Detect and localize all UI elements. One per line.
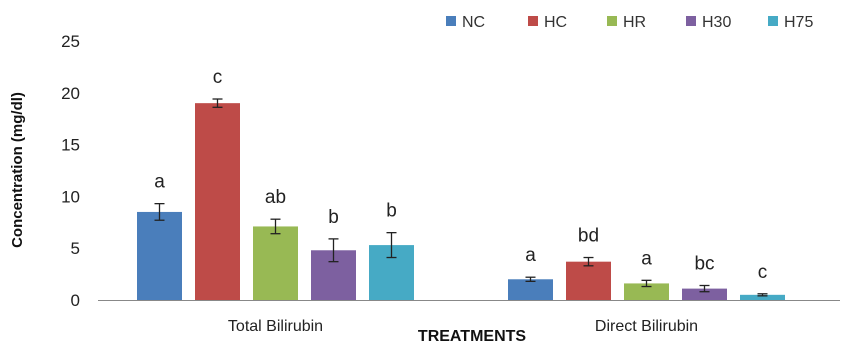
- x-axis-label: TREATMENTS: [418, 328, 526, 345]
- significance-label: a: [525, 245, 536, 266]
- legend-item-h75: H75: [768, 14, 813, 31]
- significance-label: bc: [694, 253, 714, 274]
- bar-h30-direct: [682, 288, 727, 300]
- significance-label: c: [213, 67, 223, 88]
- error-bar: [757, 293, 768, 297]
- bar-hc-direct: [566, 261, 611, 300]
- y-tick-label: 15: [61, 136, 80, 155]
- bar-hc-total: [195, 103, 240, 300]
- legend-label: HC: [544, 14, 567, 31]
- legend-item-nc: NC: [446, 14, 485, 31]
- bars: a c ab b b a bd a bc c: [137, 67, 785, 300]
- significance-label: c: [758, 262, 768, 283]
- bar-h75-direct: [740, 294, 785, 300]
- error-bar: [212, 98, 223, 108]
- error-bar: [641, 279, 652, 288]
- y-tick-label: 0: [71, 291, 80, 310]
- legend-label: NC: [462, 14, 485, 31]
- legend-swatch: [686, 16, 696, 26]
- legend-label: H30: [702, 14, 731, 31]
- legend-swatch: [768, 16, 778, 26]
- y-tick-label: 10: [61, 187, 80, 206]
- legend-swatch: [528, 16, 538, 26]
- legend-swatch: [446, 16, 456, 26]
- legend-item-hc: HC: [528, 14, 567, 31]
- significance-label: b: [386, 201, 397, 222]
- y-axis-label: Concentration (mg/dl): [9, 92, 26, 248]
- error-bar: [154, 203, 165, 221]
- error-bar: [583, 256, 594, 267]
- y-tick-label: 25: [61, 32, 80, 51]
- y-tick-label: 5: [71, 239, 80, 258]
- legend-swatch: [607, 16, 617, 26]
- significance-label: ab: [265, 187, 286, 208]
- legend-item-hr: HR: [607, 14, 646, 31]
- legend: NC HC HR H30 H75: [446, 14, 813, 31]
- legend-label: H75: [784, 14, 813, 31]
- error-bar: [328, 238, 339, 263]
- category-label: Total Bilirubin: [228, 318, 323, 335]
- error-bar: [525, 276, 536, 283]
- y-axis-ticks: 0 5 10 15 20 25: [61, 32, 80, 310]
- bar-nc-direct: [508, 279, 553, 300]
- significance-label: a: [154, 172, 165, 193]
- category-label: Direct Bilirubin: [595, 318, 698, 335]
- significance-label: a: [641, 248, 652, 269]
- legend-label: HR: [623, 14, 646, 31]
- error-bar: [386, 232, 397, 259]
- significance-label: bd: [578, 226, 599, 247]
- bar-hr-direct: [624, 283, 669, 300]
- significance-label: b: [328, 207, 339, 228]
- bar-nc-total: [137, 211, 182, 300]
- y-tick-label: 20: [61, 84, 80, 103]
- bar-hr-total: [253, 226, 298, 300]
- legend-item-h30: H30: [686, 14, 731, 31]
- error-bar: [270, 218, 281, 235]
- error-bar: [699, 284, 710, 293]
- category-labels: Total Bilirubin Direct Bilirubin: [228, 318, 698, 335]
